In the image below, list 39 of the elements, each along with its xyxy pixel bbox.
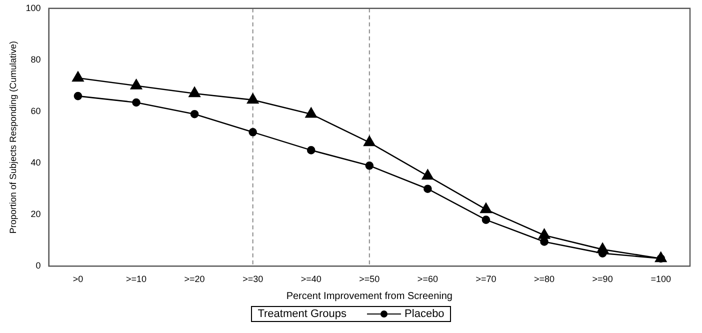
point: [482, 216, 490, 224]
x-tick-label: >=90: [592, 274, 613, 284]
y-axis-title: Proportion of Subjects Responding (Cumulative): [8, 40, 18, 234]
x-tick-label: >0: [72, 274, 84, 284]
x-tick-label: >=80: [534, 274, 555, 284]
point: [190, 110, 199, 118]
point: [130, 79, 142, 90]
y-tick-label: 100: [26, 2, 41, 13]
point: [246, 93, 259, 104]
point: [365, 162, 374, 170]
point: [305, 107, 317, 118]
point: [538, 228, 550, 239]
x-tick-label: =100: [650, 274, 671, 284]
x-tick-label: >=70: [476, 274, 496, 284]
y-tick-label: 80: [30, 54, 41, 64]
point: [248, 128, 257, 136]
y-tick-label: 20: [30, 209, 41, 220]
point: [424, 184, 432, 194]
point: [72, 71, 84, 82]
point: [540, 238, 548, 246]
x-tick-label: >=20: [184, 274, 205, 284]
point: [364, 136, 376, 146]
point: [188, 86, 200, 98]
x-axis-title: Percent Improvement from Screening: [286, 290, 452, 302]
x-tick-label: >=60: [417, 274, 438, 284]
y-tick-label: 60: [30, 106, 41, 116]
x-tick-label: >=50: [359, 274, 380, 284]
y-tick-label: 40: [30, 158, 41, 168]
legend-title: Treatment Groups: [258, 308, 347, 320]
point: [74, 92, 82, 100]
point: [422, 169, 434, 180]
y-tick-label: 0: [36, 260, 41, 271]
x-tick-label: >=10: [126, 274, 147, 284]
point: [306, 146, 316, 154]
point: [480, 202, 492, 214]
point: [132, 98, 140, 107]
x-tick-label: >=40: [300, 274, 322, 284]
legend-label: Placebo: [404, 308, 444, 320]
x-tick-label: >=30: [242, 274, 264, 284]
